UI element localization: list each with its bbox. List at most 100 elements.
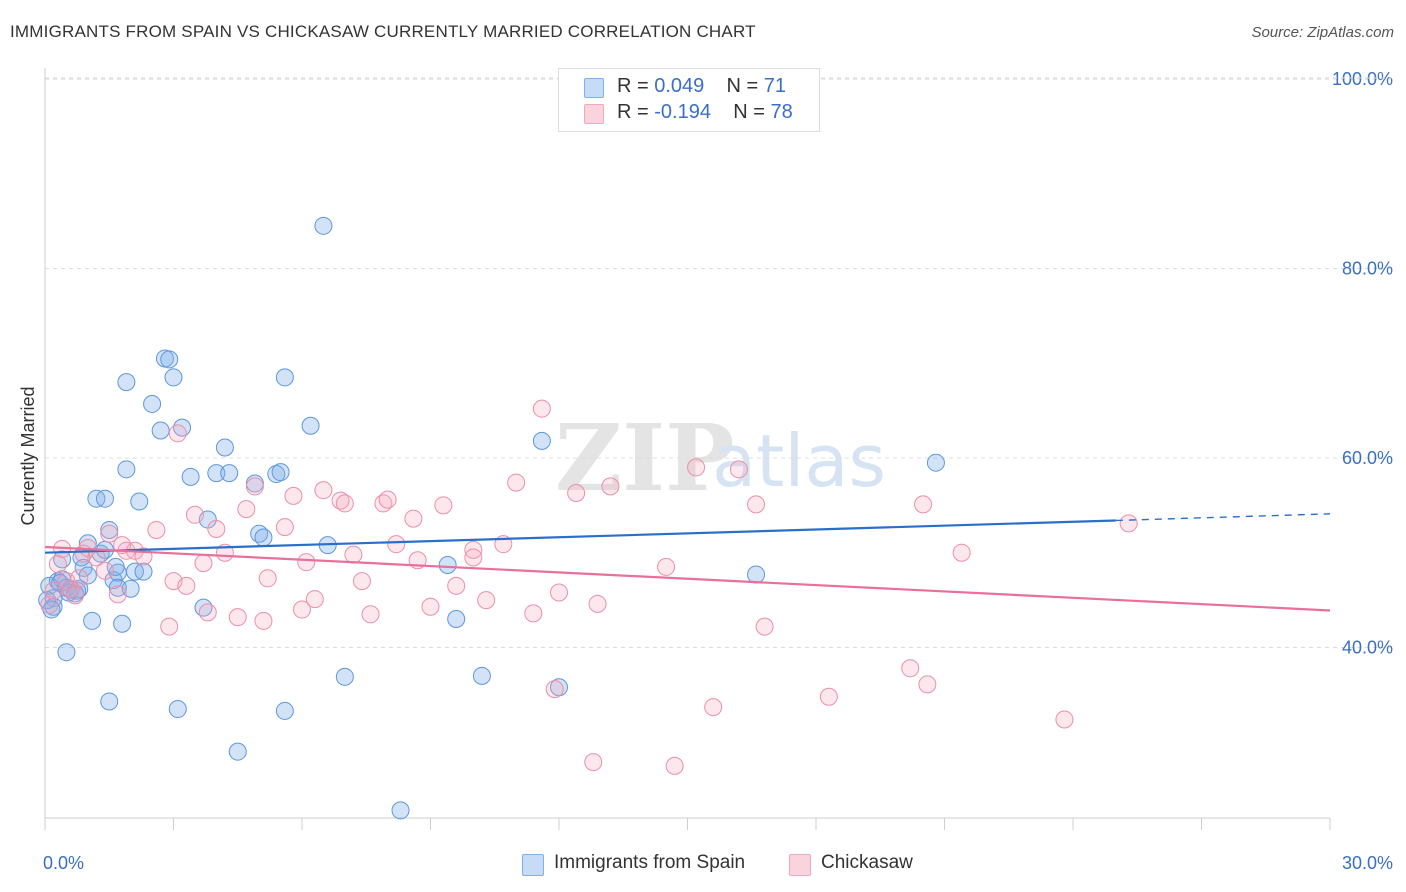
source-label: Source: ZipAtlas.com [1251,24,1394,41]
data-point [275,701,294,720]
legend-text-spain: R = 0.049 N = 71 [617,75,786,98]
data-point [83,611,102,630]
x-tick-label: 0.0% [43,853,84,873]
data-point [160,350,179,369]
data-point [305,590,324,609]
trendline-spain-extension [1115,513,1331,522]
data-point [352,572,371,591]
data-point [601,477,620,496]
n-label: N = [733,101,765,123]
data-point [185,505,204,524]
data-point [237,500,256,519]
data-point [228,742,247,761]
data-point [130,492,149,511]
data-point [57,643,76,662]
chart-title: IMMIGRANTS FROM SPAIN VS CHICKASAW CURRE… [10,22,756,41]
n-label: N = [726,75,759,97]
data-point [657,557,676,576]
y-tick-label: 40.0% [1342,637,1393,657]
correlation-legend: R = 0.049 N = 71 R = -0.194 N = 78 [558,68,820,132]
data-point [65,586,84,605]
trendline-chickasaw [44,545,1331,612]
legend-text-chickasaw: R = -0.194 N = 78 [617,101,793,124]
data-point [220,464,239,483]
data-point [314,481,333,500]
data-point [747,495,766,514]
data-point [901,659,920,678]
data-point [38,591,57,610]
data-point [472,666,491,685]
data-point [108,585,127,604]
legend-swatch-chickasaw [789,854,811,876]
r-value-chickasaw: -0.194 [654,101,711,123]
data-point [254,611,273,630]
data-point [215,438,234,457]
data-point [70,569,89,588]
legend-label-spain: Immigrants from Spain [554,852,746,873]
data-point [301,416,320,435]
data-point [665,756,684,775]
data-point [477,591,496,610]
data-point [447,576,466,595]
trendline-spain [44,519,1116,554]
data-point [507,473,526,492]
data-point [378,490,397,509]
data-point [275,368,294,387]
data-point [532,399,551,418]
data-point [438,556,457,575]
data-point [147,520,166,539]
data-point [198,603,217,622]
data-point [134,562,153,581]
data-point [95,489,114,508]
data-point [387,535,406,554]
data-point [545,680,564,699]
data-point [160,617,179,636]
data-point [567,484,586,503]
n-value-chickasaw: 78 [770,101,793,123]
data-point [194,554,213,573]
data-point [687,458,706,477]
data-point [1119,514,1138,533]
data-point [434,496,453,515]
data-point [207,520,226,539]
series-spain [38,216,945,820]
data-point [181,467,200,486]
data-point [584,753,603,772]
data-point [168,700,187,719]
data-point [464,540,483,559]
data-point [108,578,127,597]
data-point [524,604,543,623]
data-point [284,486,303,505]
data-point [532,431,551,450]
data-point [48,555,67,574]
data-point [747,565,766,584]
data-point [729,460,748,479]
legend-swatch-spain [522,854,544,876]
data-point [177,576,196,595]
series-chickasaw [40,399,1138,775]
data-point [271,463,290,482]
data-point [1055,710,1074,729]
data-point [151,421,170,440]
r-label: R = [617,101,649,123]
data-point [297,553,316,572]
data-point [164,368,183,387]
y-tick-label: 60.0% [1342,448,1393,468]
series-legend: Immigrants from Spain Chickasaw [0,852,1406,878]
y-tick-label: 80.0% [1342,258,1393,278]
data-point [117,460,136,479]
data-point [447,610,466,629]
data-point [275,518,294,537]
data-point [100,524,119,543]
data-point [914,495,933,514]
legend-swatch-spain [584,78,604,98]
x-tick-label: 30.0% [1342,853,1393,873]
data-point [207,464,226,483]
data-point [228,608,247,627]
y-tick-label: 100.0% [1332,69,1393,89]
data-point [344,545,363,564]
data-point [106,557,125,576]
data-point [95,561,114,580]
data-point [588,594,607,613]
